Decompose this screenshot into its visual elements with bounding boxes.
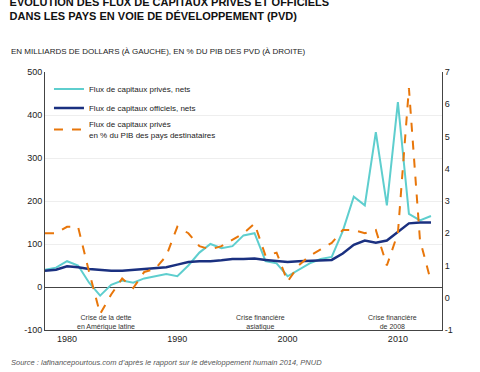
svg-text:1: 1	[445, 261, 450, 271]
svg-text:2: 2	[445, 228, 450, 238]
svg-text:500: 500	[27, 67, 42, 77]
svg-text:400: 400	[27, 110, 42, 120]
svg-text:Flux de capitaux privésen % du: Flux de capitaux privésen % du PIB des p…	[89, 120, 215, 139]
svg-text:-1: -1	[445, 325, 453, 335]
svg-text:Source : lafinancepourtous.com: Source : lafinancepourtous.com d’après l…	[11, 358, 322, 367]
svg-text:0: 0	[37, 282, 42, 292]
svg-text:200: 200	[27, 196, 42, 206]
svg-text:1980: 1980	[57, 334, 77, 344]
svg-text:Flux de capitaux officiels, ne: Flux de capitaux officiels, nets	[89, 104, 196, 113]
svg-text:ÉVOLUTION DES FLUX DE CAPITAUX: ÉVOLUTION DES FLUX DE CAPITAUX PRIVÉS ET…	[10, 0, 329, 22]
svg-text:100: 100	[27, 239, 42, 249]
svg-text:7: 7	[445, 67, 450, 77]
svg-text:3: 3	[445, 196, 450, 206]
svg-text:Crise financièrede 2008: Crise financièrede 2008	[368, 314, 417, 330]
svg-text:6: 6	[445, 99, 450, 109]
svg-text:1990: 1990	[167, 334, 187, 344]
svg-text:2000: 2000	[278, 334, 298, 344]
svg-text:Flux de capitaux privés, nets: Flux de capitaux privés, nets	[89, 85, 190, 94]
svg-text:300: 300	[27, 153, 42, 163]
svg-text:4: 4	[445, 164, 450, 174]
svg-text:5: 5	[445, 132, 450, 142]
svg-text:-100: -100	[24, 325, 42, 335]
svg-text:EN MILLIARDS DE DOLLARS (À GAU: EN MILLIARDS DE DOLLARS (À GAUCHE), EN %…	[11, 47, 306, 56]
svg-text:Crise de la detteen Amérique l: Crise de la detteen Amérique latine	[77, 314, 135, 331]
svg-text:0: 0	[445, 293, 450, 303]
svg-text:Crise financièreasiatique: Crise financièreasiatique	[236, 314, 285, 331]
svg-text:2010: 2010	[388, 334, 408, 344]
